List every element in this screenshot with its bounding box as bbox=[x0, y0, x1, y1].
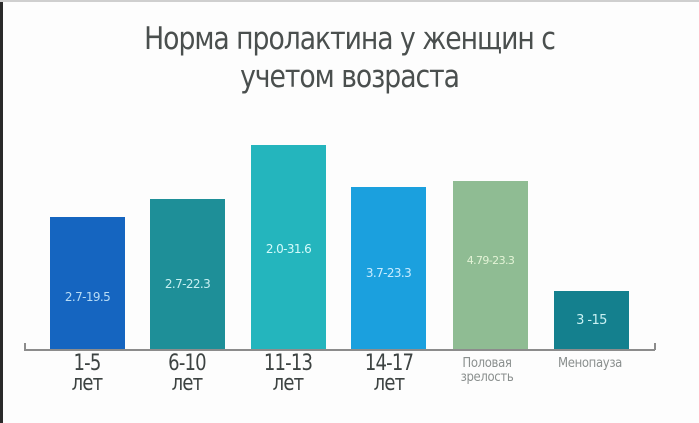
chart-title-line-2: учетом возраста bbox=[240, 59, 460, 95]
x-axis-line bbox=[24, 349, 655, 351]
bar-14-17-years: 3.7-23.3 bbox=[351, 187, 426, 350]
chart-title-line-1: Норма пролактина у женщин с bbox=[144, 21, 556, 57]
x-axis-left-tick bbox=[24, 343, 26, 350]
image-top-border bbox=[0, 0, 699, 2]
bar-value-label: 2.0-31.6 bbox=[265, 242, 312, 256]
x-label-1-5-years: 1-5 лет bbox=[71, 351, 104, 396]
x-axis-right-tick bbox=[654, 343, 656, 350]
x-label-14-17-years: 14-17 лет bbox=[364, 351, 414, 396]
image-left-border bbox=[0, 0, 3, 423]
x-label-menopause: Менопауза bbox=[557, 356, 622, 371]
bar-6-10-years: 2.7-22.3 bbox=[150, 199, 225, 350]
x-label-6-10-years: 6-10 лет bbox=[168, 351, 206, 396]
bar-value-label: 2.7-22.3 bbox=[164, 277, 211, 291]
bar-value-label: 2.7-19.5 bbox=[64, 290, 111, 304]
bar-menopause: 3 -15 bbox=[554, 291, 629, 350]
bar-puberty: 4.79-23.3 bbox=[453, 181, 528, 350]
bar-value-label: 3.7-23.3 bbox=[365, 266, 412, 280]
bar-1-5-years: 2.7-19.5 bbox=[50, 217, 125, 350]
chart-title: Норма пролактина у женщин с учетом возра… bbox=[49, 20, 650, 96]
x-label-11-13-years: 11-13 лет bbox=[263, 351, 313, 396]
bar-value-label: 3 -15 bbox=[576, 313, 607, 328]
bar-value-label: 4.79-23.3 bbox=[466, 254, 515, 267]
x-label-puberty: Половая зрелость bbox=[460, 356, 514, 385]
bar-11-13-years: 2.0-31.6 bbox=[251, 145, 326, 350]
